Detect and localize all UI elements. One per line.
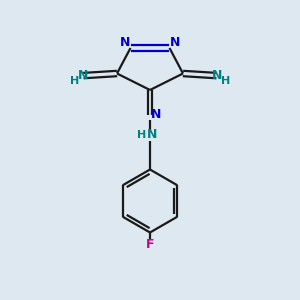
Text: H: H [70, 76, 79, 86]
Text: F: F [146, 238, 154, 251]
Text: N: N [78, 69, 88, 82]
Text: N: N [147, 128, 157, 141]
Text: H: H [137, 130, 146, 140]
Text: N: N [120, 36, 130, 49]
Text: N: N [212, 69, 222, 82]
Text: H: H [221, 76, 230, 86]
Text: N: N [151, 108, 161, 122]
Text: N: N [170, 36, 180, 49]
